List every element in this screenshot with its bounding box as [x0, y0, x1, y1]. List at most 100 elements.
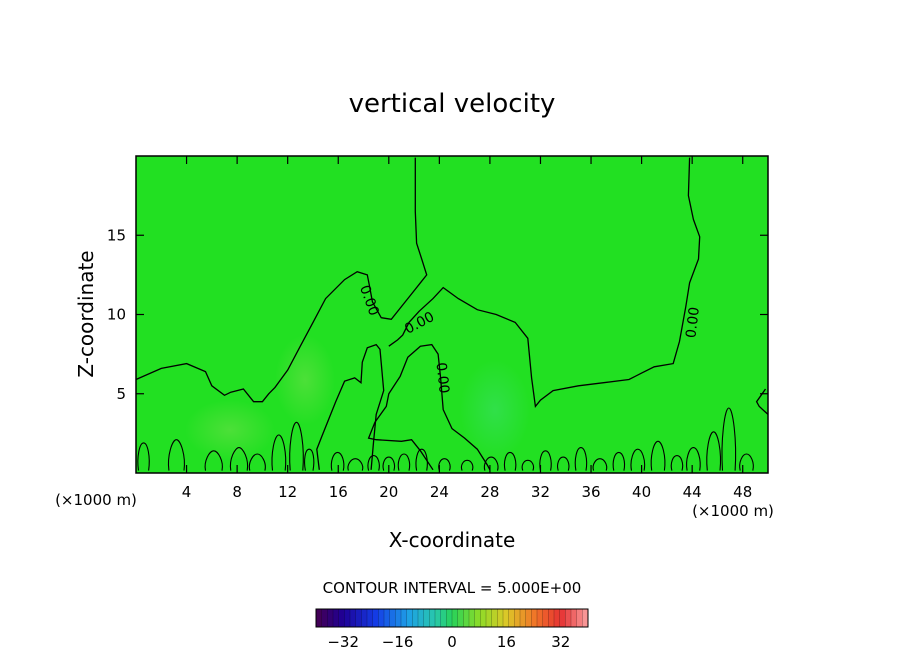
boundary-contour-cell [592, 458, 608, 471]
boundary-contour-cell [650, 440, 666, 471]
boundary-contour-cell [739, 453, 754, 471]
contour-interval: CONTOUR INTERVAL = 5.000E+00 [323, 579, 582, 597]
boundary-contour-cell [248, 453, 266, 471]
boundary-contour-cell [367, 455, 380, 471]
boundary-contour-cell [382, 456, 396, 471]
boundary-contour-cell [670, 455, 684, 471]
colorbar-segment [452, 609, 458, 627]
colorbar-segment [440, 609, 447, 627]
colorbar-tick-label: 0 [447, 633, 457, 651]
boundary-contour-cell [706, 431, 722, 471]
colorbar-segment [548, 609, 555, 627]
contour-line-lower-center [367, 343, 491, 471]
colorbar-segment [497, 609, 504, 627]
boundary-contour-cell [137, 442, 150, 471]
boundary-contour-cell [330, 451, 345, 471]
y-tick-label: 15 [107, 226, 126, 244]
colorbar-segment [571, 609, 577, 627]
y-tick-label: 10 [107, 306, 126, 324]
colorbar-segment [367, 609, 373, 627]
colorbar-segment [401, 609, 407, 627]
x-tick-label: 28 [480, 483, 499, 501]
boundary-contour-cell [271, 434, 287, 471]
colorbar-segment [350, 609, 356, 627]
shading-blob-left [185, 400, 275, 460]
colorbar-segment [525, 609, 532, 627]
colorbar-segment [582, 609, 589, 627]
boundary-layer-contours [137, 407, 754, 471]
colorbar-tick-label: 32 [551, 633, 570, 651]
boundary-contour-cell [521, 459, 535, 471]
contour-label: 0.00 [683, 306, 703, 339]
boundary-contour-cell [460, 459, 474, 471]
colorbar-tick-label: −32 [327, 633, 359, 651]
contour-line-middle [388, 157, 701, 408]
velocity-shading [185, 335, 530, 460]
x-tick-label: 48 [733, 483, 752, 501]
boundary-contour-cell [612, 451, 626, 471]
colorbar-segment [446, 609, 453, 627]
colorbar-segment [418, 609, 424, 627]
shading-blob-right [460, 360, 530, 460]
colorbar-segment [503, 609, 509, 627]
x-tick-label: 12 [278, 483, 297, 501]
colorbar-segment [384, 609, 390, 627]
x-tick-label: 32 [531, 483, 550, 501]
colorbar-segment [378, 609, 385, 627]
boundary-contour-cell [483, 456, 499, 471]
x-axis-ticks: 4 8 12 16 20 24 28 32 36 40 44 48 [182, 156, 752, 501]
colorbar-segment [520, 609, 526, 627]
x-tick-label: 44 [683, 483, 702, 501]
boundary-contour-cell [574, 447, 588, 471]
boundary-contour-cell [630, 448, 646, 471]
x-unit-left: (×1000 m) [55, 491, 137, 509]
colorbar-segment [559, 609, 566, 627]
colorbar-segment [542, 609, 549, 627]
boundary-contour-cell [229, 447, 249, 471]
boundary-contour-cell [539, 450, 552, 471]
colorbar-segment [423, 609, 430, 627]
colorbar-segment [355, 609, 362, 627]
boundary-contour-cell [304, 448, 315, 471]
boundary-contour-cell [347, 458, 364, 471]
contour-line-upper-left [135, 157, 428, 403]
colorbar-segment [531, 609, 538, 627]
x-axis-label: X-coordinate [389, 528, 516, 552]
x-unit-right: (×1000 m) [692, 502, 774, 520]
boundary-contour-cell [686, 447, 701, 471]
colorbar-segment [491, 609, 498, 627]
boundary-contour-cell [204, 450, 223, 471]
colorbar-segment [395, 609, 402, 627]
colorbar-segment [316, 609, 322, 627]
colorbar-segment [457, 609, 464, 627]
chart-title: vertical velocity [349, 89, 556, 119]
colorbar-segment [576, 609, 583, 627]
colorbar-segment [389, 609, 396, 627]
contour-line-right-edge [755, 388, 769, 415]
colorbar-segment [463, 609, 470, 627]
colorbar-segment [469, 609, 475, 627]
colorbar-segment [406, 609, 413, 627]
colorbar-segment [565, 609, 572, 627]
colorbar-segment [327, 609, 334, 627]
x-tick-label: 40 [632, 483, 651, 501]
shading-blob-center [275, 335, 335, 425]
boundary-contour-cell [397, 453, 411, 471]
y-axis-ticks: 5 10 15 [107, 226, 768, 403]
colorbar-tick-labels: −32 −16 0 16 32 [327, 633, 570, 651]
contour-label: 0.00 [433, 362, 452, 395]
boundary-contour-cell [289, 421, 304, 471]
y-tick-label: 5 [116, 385, 126, 403]
colorbar-segment [508, 609, 515, 627]
colorbar-segment [344, 609, 351, 627]
boundary-contour-cell [721, 407, 737, 471]
colorbar-segment [537, 609, 543, 627]
colorbar-segment [321, 609, 328, 627]
boundary-contour-cell [557, 456, 570, 471]
x-tick-label: 20 [379, 483, 398, 501]
colorbar-segment [372, 609, 379, 627]
colorbar-segment [429, 609, 436, 627]
contour-line-left-pillar [316, 343, 385, 470]
